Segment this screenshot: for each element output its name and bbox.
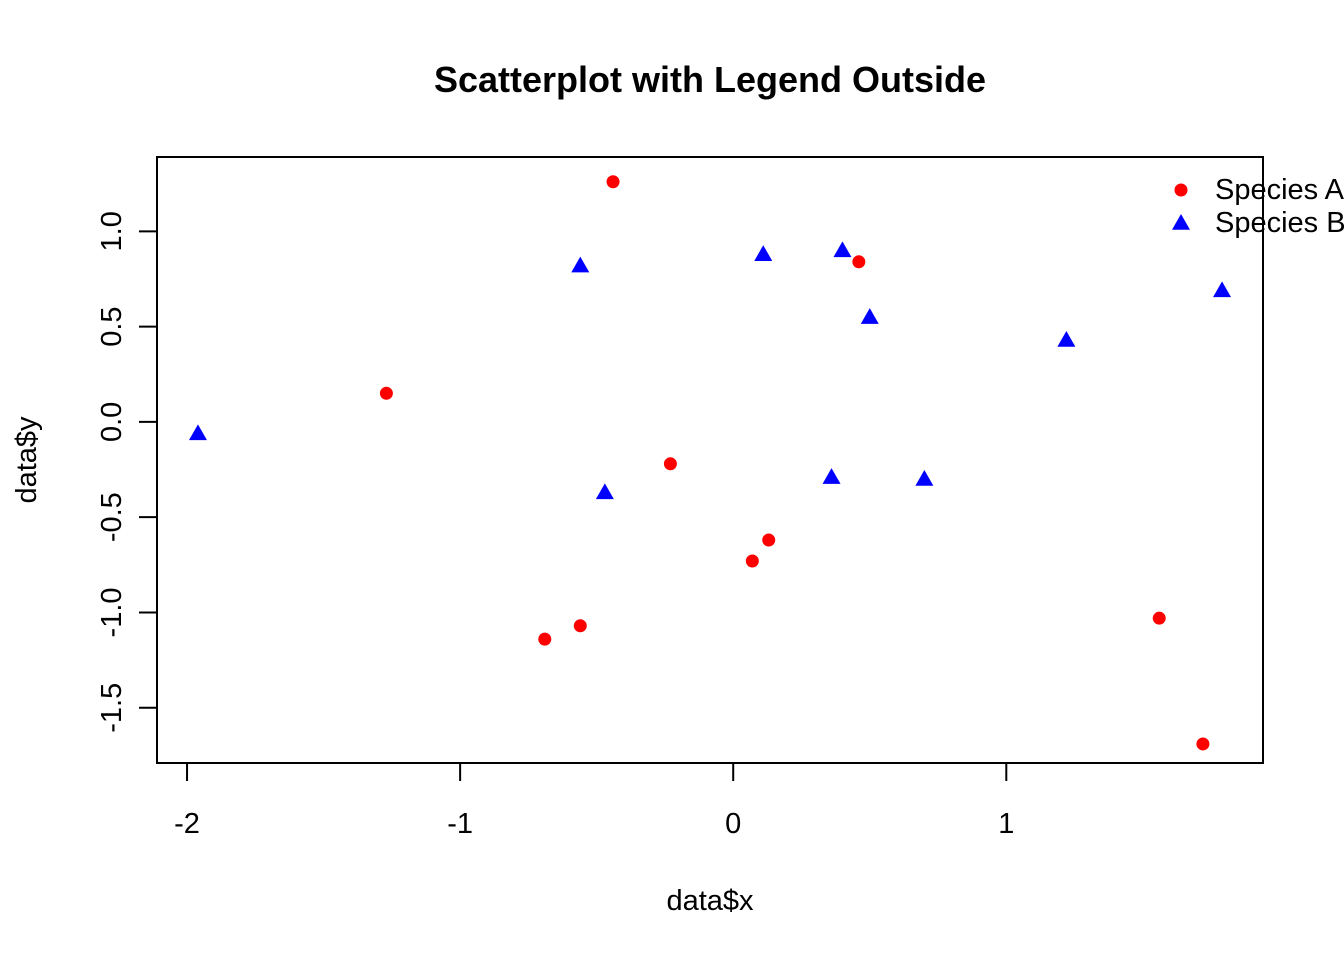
- y-axis: -1.5 -1.0 -0.5 0.0 0.5 1.0: [96, 211, 158, 733]
- legend-label: Species B: [1215, 207, 1344, 239]
- y-tick-label: -1.5: [96, 683, 128, 733]
- y-tick-label: 0.0: [96, 402, 128, 442]
- x-tick-label: 0: [725, 808, 741, 840]
- y-tick-label: -1.0: [96, 587, 128, 637]
- species-b-point: [595, 483, 614, 500]
- species-b-point: [571, 256, 590, 273]
- y-tick-label: 1.0: [96, 211, 128, 251]
- y-tick-label: -0.5: [96, 492, 128, 542]
- plot-frame: [156, 156, 1264, 764]
- species-a-point: [745, 554, 759, 568]
- legend-label: Species A: [1215, 174, 1344, 206]
- species-a-point: [852, 255, 866, 269]
- x-tick-label: -2: [174, 808, 200, 840]
- species-b-point: [1213, 281, 1232, 298]
- chart-title: Scatterplot with Legend Outside: [434, 59, 986, 100]
- species-a-point: [663, 457, 677, 471]
- species-b-point: [860, 308, 879, 324]
- species-b-point: [188, 424, 207, 441]
- x-tick-label: -1: [447, 808, 473, 840]
- x-tick-label: 1: [998, 808, 1014, 840]
- species-b-point: [1057, 330, 1076, 347]
- data-points: [188, 175, 1232, 751]
- species-a-point: [573, 619, 587, 633]
- species-b-point: [833, 241, 852, 258]
- species-a-point: [1152, 611, 1166, 625]
- species-a-point: [1196, 737, 1210, 751]
- species-a-point: [606, 175, 620, 189]
- y-tick-label: 0.5: [96, 306, 128, 346]
- species-b-point: [822, 468, 841, 484]
- species-a-point: [538, 632, 552, 646]
- legend-circle-icon: [1174, 183, 1188, 197]
- species-a-point: [762, 533, 776, 547]
- species-b-point: [754, 245, 773, 261]
- species-b-point: [915, 470, 934, 486]
- x-axis: -2 -1 0 1: [174, 762, 1014, 840]
- x-axis-label: data$x: [666, 885, 754, 917]
- species-a-point: [379, 386, 393, 400]
- legend-triangle-icon: [1172, 214, 1190, 230]
- y-axis-label: data$y: [11, 416, 43, 504]
